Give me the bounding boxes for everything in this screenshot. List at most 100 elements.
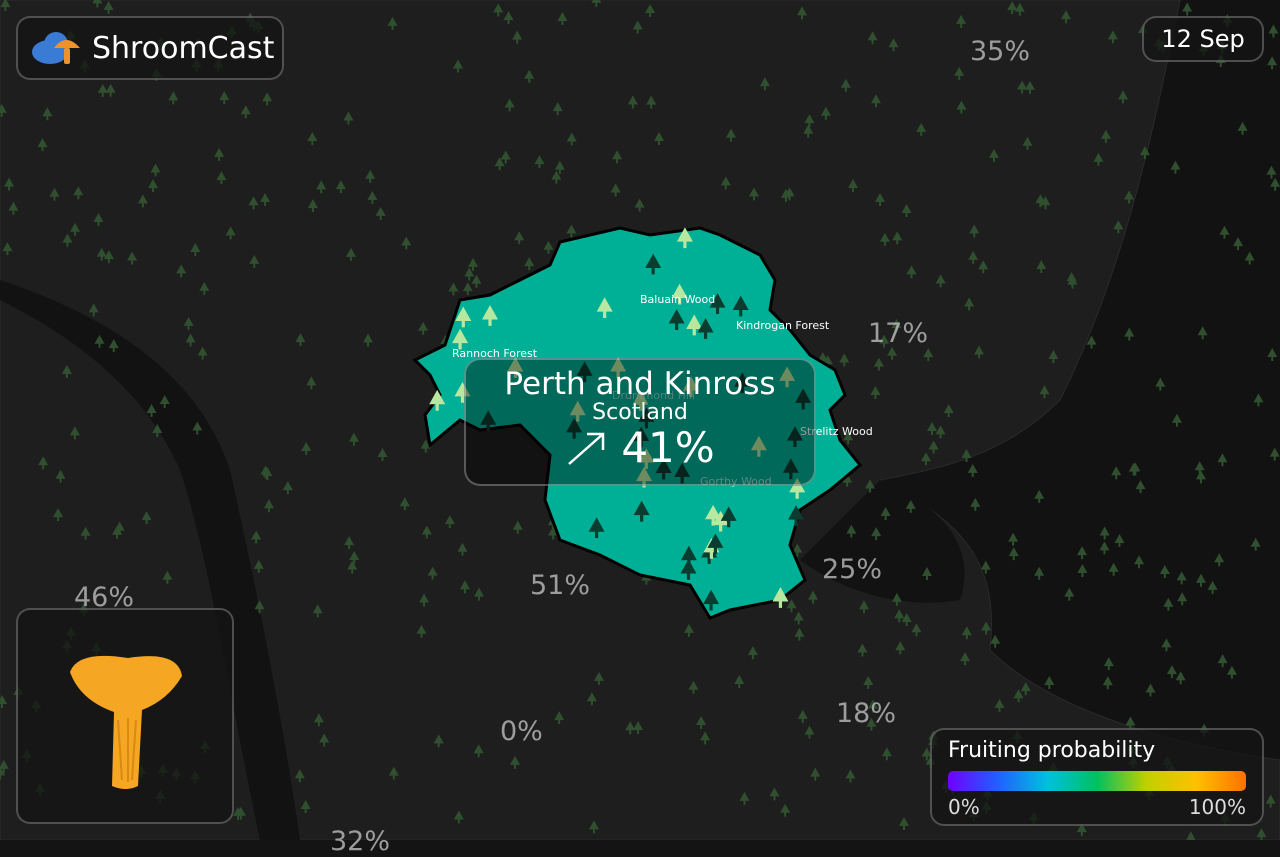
tree-icon: [734, 372, 751, 394]
tree-icon: [905, 499, 916, 513]
tree-icon: [956, 100, 967, 114]
tree-icon: [464, 267, 475, 281]
tree-icon: [981, 621, 992, 635]
tree-icon: [480, 410, 497, 432]
tree-icon: [891, 592, 902, 606]
region-info: Perth and Kinross Scotland 41%: [464, 358, 816, 486]
tree-icon: [55, 469, 66, 483]
tree-icon: [980, 560, 991, 574]
tree-icon: [566, 132, 577, 146]
tree-icon: [956, 14, 967, 28]
tree-icon: [524, 257, 535, 271]
tree-icon: [788, 505, 805, 527]
tree-icon: [1064, 587, 1075, 601]
tree-icon: [141, 511, 152, 525]
tree-icon: [797, 6, 808, 20]
area-label: 32%: [330, 826, 391, 857]
tree-icon: [1226, 665, 1237, 679]
tree-icon: [93, 213, 104, 227]
tree-icon: [1111, 466, 1122, 480]
trend-arrow: [568, 432, 605, 465]
tree-icon: [707, 533, 724, 555]
tree-icon: [365, 169, 376, 183]
tree-icon: [429, 389, 446, 411]
tree-icon: [794, 627, 805, 641]
area-label: 0%: [500, 716, 543, 747]
tree-icon: [789, 478, 806, 499]
tree-icon: [591, 0, 602, 7]
tree-icon: [512, 520, 523, 534]
legend-gradient: [948, 771, 1246, 791]
tree-icon: [1195, 573, 1206, 587]
tree-icon: [569, 400, 586, 422]
tree-icon: [705, 504, 722, 526]
tree-icon: [112, 525, 123, 539]
tree-icon: [683, 623, 694, 637]
species-card[interactable]: [16, 608, 234, 824]
region-tree-layer: [429, 227, 812, 611]
tree-icon: [70, 222, 81, 236]
tree-icon: [593, 671, 604, 685]
tree-icon: [240, 105, 251, 119]
tree-icon: [0, 759, 9, 773]
tree-icon: [750, 435, 767, 457]
tree-icon: [641, 571, 652, 585]
tree-icon: [214, 147, 225, 161]
tree-icon: [867, 699, 878, 713]
tree-icon: [780, 803, 791, 817]
tree-icon: [127, 251, 138, 265]
tree-icon: [916, 122, 927, 136]
legend-title: Fruiting probability: [948, 738, 1156, 763]
tree-icon: [1207, 580, 1218, 594]
tree-icon: [197, 346, 208, 360]
tree-icon: [680, 545, 697, 567]
tree-icon: [1250, 537, 1261, 551]
tree-icon: [471, 274, 482, 288]
date-selector[interactable]: 12 Sep: [1142, 16, 1264, 62]
tree-icon: [873, 357, 884, 371]
tree-icon: [988, 148, 999, 162]
tree-icon: [906, 265, 917, 279]
tree-icon: [793, 611, 804, 625]
tree-icon: [462, 282, 473, 296]
selected-region[interactable]: [412, 226, 863, 620]
tree-icon: [316, 180, 327, 194]
tree-icon: [645, 253, 662, 275]
tree-icon: [696, 715, 707, 729]
tree-icon: [419, 593, 430, 607]
tree-icon: [990, 634, 1001, 648]
tree-icon: [895, 641, 906, 655]
tree-icon: [697, 318, 714, 339]
loch: [0, 280, 300, 840]
tree-icon: [970, 497, 981, 511]
brand[interactable]: ShroomCast: [16, 16, 284, 80]
tree-icon: [152, 423, 163, 437]
tree-icon: [344, 536, 355, 550]
tree-icon: [534, 155, 545, 169]
tree-icon: [0, 766, 6, 780]
tree-icon: [928, 440, 939, 454]
tree-icon: [399, 497, 410, 511]
tree-icon: [588, 820, 599, 834]
tree-icon: [343, 111, 354, 125]
tree-icon: [159, 394, 170, 408]
tree-icon: [810, 767, 821, 781]
tree-icon: [199, 281, 210, 295]
tree-icon: [748, 187, 759, 201]
tree-icon: [1044, 676, 1055, 690]
tree-icon: [645, 4, 656, 18]
tree-icon: [822, 355, 833, 369]
forest-label: Strelitz Wood: [800, 425, 873, 438]
tree-icon: [703, 537, 720, 559]
tree-icon: [0, 103, 7, 117]
tree-icon: [961, 448, 972, 462]
tree-icon: [253, 559, 264, 573]
tree-icon: [307, 132, 318, 146]
tree-icon: [319, 733, 330, 747]
tree-icon: [183, 316, 194, 330]
tree-icon: [1034, 566, 1045, 580]
area-label: 25%: [822, 554, 883, 585]
tree-icon: [1048, 349, 1059, 363]
tree-icon: [871, 527, 882, 541]
legend-min: 0%: [948, 795, 980, 819]
